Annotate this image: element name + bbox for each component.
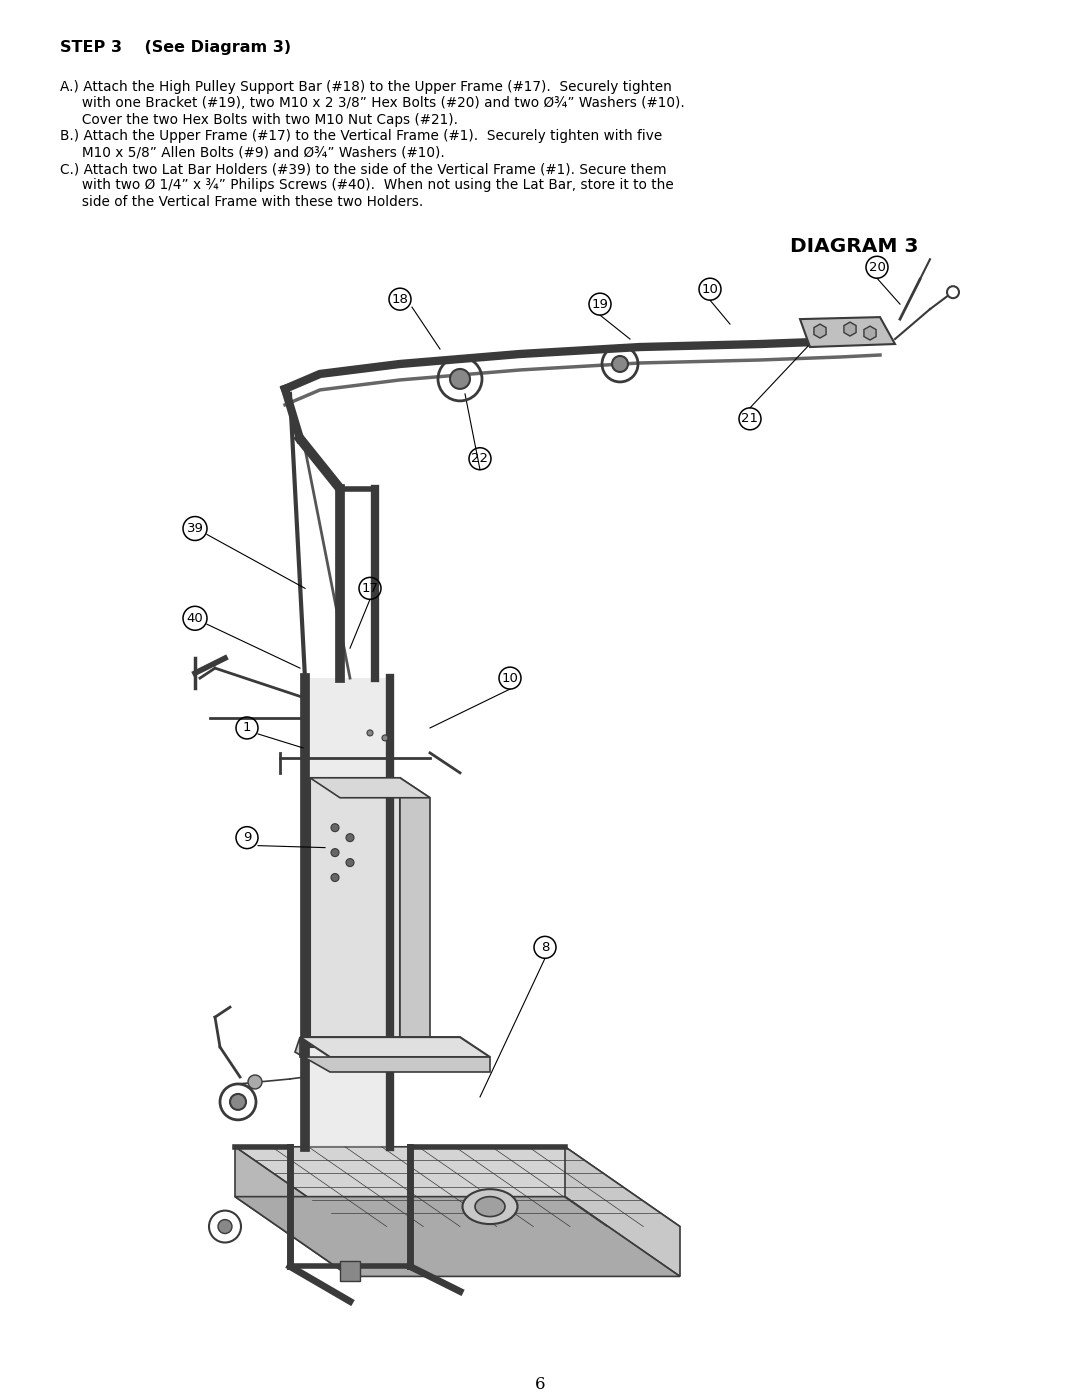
Circle shape (382, 735, 388, 740)
Circle shape (330, 824, 339, 831)
Polygon shape (235, 1147, 680, 1227)
Text: Cover the two Hex Bolts with two M10 Nut Caps (#21).: Cover the two Hex Bolts with two M10 Nut… (60, 113, 458, 127)
Polygon shape (400, 778, 430, 1067)
Circle shape (367, 731, 373, 736)
Text: 10: 10 (501, 672, 518, 685)
Polygon shape (565, 1147, 680, 1277)
Ellipse shape (462, 1189, 517, 1224)
Circle shape (450, 369, 470, 388)
Polygon shape (800, 317, 895, 346)
Polygon shape (235, 1147, 350, 1277)
Text: M10 x 5/8” Allen Bolts (#9) and Ø¾” Washers (#10).: M10 x 5/8” Allen Bolts (#9) and Ø¾” Wash… (60, 145, 445, 159)
Text: 21: 21 (742, 412, 758, 425)
Circle shape (346, 859, 354, 866)
Text: C.) Attach two Lat Bar Holders (#39) to the side of the Vertical Frame (#1). Sec: C.) Attach two Lat Bar Holders (#39) to … (60, 162, 666, 176)
Circle shape (612, 356, 627, 372)
Text: with one Bracket (#19), two M10 x 2 3/8” Hex Bolts (#20) and two Ø¾” Washers (#1: with one Bracket (#19), two M10 x 2 3/8”… (60, 96, 685, 110)
Text: 19: 19 (592, 298, 608, 310)
Circle shape (248, 1074, 262, 1088)
Text: side of the Vertical Frame with these two Holders.: side of the Vertical Frame with these tw… (60, 196, 423, 210)
Text: with two Ø 1/4” x ¾” Philips Screws (#40).  When not using the Lat Bar, store it: with two Ø 1/4” x ¾” Philips Screws (#40… (60, 179, 674, 193)
Circle shape (346, 834, 354, 841)
Text: 22: 22 (472, 453, 488, 465)
Text: 1: 1 (243, 721, 252, 735)
Text: B.) Attach the Upper Frame (#17) to the Vertical Frame (#1).  Securely tighten w: B.) Attach the Upper Frame (#17) to the … (60, 129, 662, 142)
Text: STEP 3    (See Diagram 3): STEP 3 (See Diagram 3) (60, 41, 292, 54)
Text: 18: 18 (392, 292, 408, 306)
Polygon shape (305, 678, 390, 1147)
Text: 20: 20 (868, 261, 886, 274)
Text: 6: 6 (535, 1376, 545, 1393)
Text: DIAGRAM 3: DIAGRAM 3 (789, 237, 918, 256)
Text: 8: 8 (541, 940, 550, 954)
Polygon shape (235, 1197, 680, 1277)
Circle shape (330, 873, 339, 882)
Text: A.) Attach the High Pulley Support Bar (#18) to the Upper Frame (#17).  Securely: A.) Attach the High Pulley Support Bar (… (60, 80, 672, 94)
Polygon shape (295, 1037, 490, 1071)
Text: 9: 9 (243, 831, 252, 844)
Text: 17: 17 (362, 581, 378, 595)
Polygon shape (340, 1261, 360, 1281)
Polygon shape (310, 778, 400, 1048)
Circle shape (947, 286, 959, 298)
Ellipse shape (475, 1197, 505, 1217)
Text: 10: 10 (702, 282, 718, 296)
Text: 40: 40 (187, 612, 203, 624)
Text: 39: 39 (187, 522, 203, 535)
Polygon shape (310, 778, 430, 798)
Circle shape (218, 1220, 232, 1234)
Circle shape (330, 848, 339, 856)
Polygon shape (300, 1037, 490, 1058)
Circle shape (230, 1094, 246, 1109)
